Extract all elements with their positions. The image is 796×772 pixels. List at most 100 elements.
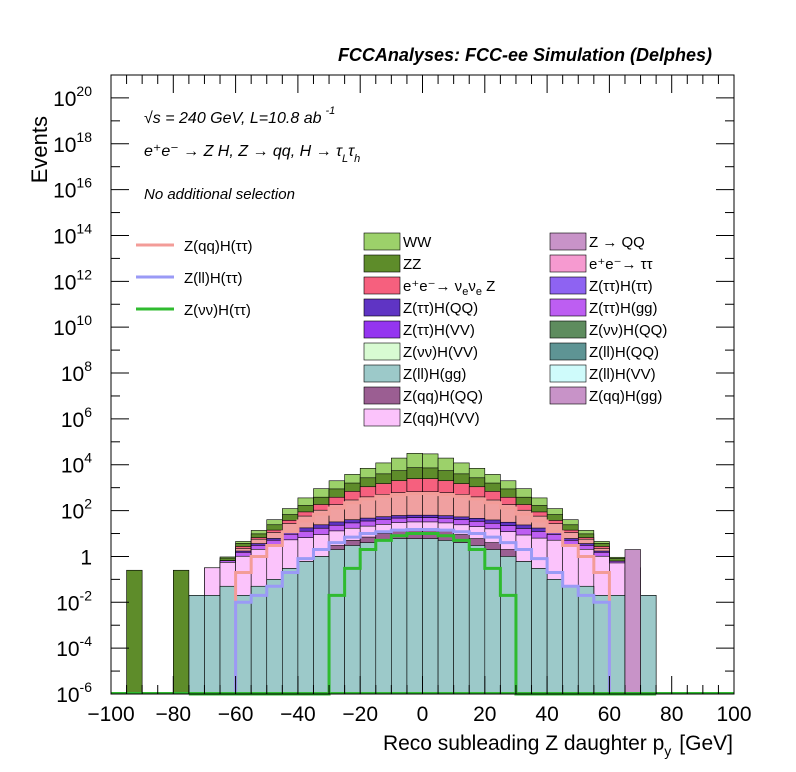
legend-swatch-e-e <box>363 276 401 295</box>
line-z-qq-h <box>188 491 657 696</box>
y-axis-title: Events <box>27 116 52 183</box>
legend-swatch-z-h-vv <box>363 320 401 339</box>
legend-box-label: Z(qq)H(VV) <box>403 410 480 427</box>
legend-swatch-z-ll-h-qq <box>549 342 587 361</box>
x-tick-label: −80 <box>155 703 191 726</box>
x-tick-label: 80 <box>660 703 683 726</box>
bar-z-ll-h-gg <box>422 538 439 695</box>
y-tick-label: 10-4 <box>56 633 92 661</box>
y-tick-label: 1020 <box>53 83 92 111</box>
legend-box-label: Z(ττ)H(VV) <box>403 322 475 339</box>
x-tick-label: 40 <box>535 703 558 726</box>
y-tick-label: 106 <box>61 404 92 432</box>
y-tick-label: 1014 <box>53 220 92 248</box>
bar-z-ll-h-gg <box>531 568 548 695</box>
legend-swatch-z-h-vv <box>363 342 401 361</box>
x-axis-title: Reco subleading Z daughter py [GeV] <box>383 732 733 759</box>
axis-ticks <box>110 74 735 695</box>
x-tick-labels: −100 −80 −60 −40 −20 0 20 40 60 80 100 <box>87 703 751 726</box>
legend-box-label: Z(ll)H(QQ) <box>589 344 659 361</box>
legend-swatch-e-e <box>549 254 587 273</box>
bar-z-qq-h-gg <box>624 549 641 695</box>
process-label: e⁺e⁻ → Z H, Z → qq, H → τLτh <box>144 143 360 165</box>
bar-z-ll-h-gg <box>406 538 423 695</box>
selection-label: No additional selection <box>144 186 295 203</box>
bar-z-ll-h-gg <box>391 538 408 695</box>
bar-z-ll-h-gg <box>266 579 283 695</box>
bar-z-ll-h-gg <box>328 549 345 695</box>
y-tick-label: 1018 <box>53 129 92 157</box>
bar-z-ll-h-gg <box>313 556 330 695</box>
bar-z-ll-h-gg <box>297 561 314 695</box>
y-tick-label: 10-6 <box>56 679 92 707</box>
legend-box-label: WW <box>403 234 432 251</box>
bar-z-ll-h-gg <box>375 540 392 695</box>
x-tick-label: −60 <box>218 703 254 726</box>
x-tick-label: −20 <box>342 703 378 726</box>
bar-z-ll-h-gg <box>235 595 252 695</box>
bar-z-ll-h-gg <box>562 585 579 695</box>
x-tick-label: −40 <box>280 703 316 726</box>
bar-z-ll-h-gg <box>640 595 657 695</box>
y-tick-label: 1010 <box>53 312 92 340</box>
legend-line-label: Z(qq)H(ττ) <box>184 238 253 255</box>
bar-z-ll-h-gg <box>188 595 205 695</box>
legend-box-label: e⁺e⁻→ ττ <box>589 256 653 273</box>
bar-z-ll-h-gg <box>484 549 501 695</box>
bar-z-ll-h-gg <box>468 545 486 695</box>
bar-zz <box>126 569 143 695</box>
legend-box-label: Z(ll)H(gg) <box>403 366 466 383</box>
x-tick-label: −100 <box>87 703 134 726</box>
bar-z-ll-h-gg <box>282 568 299 695</box>
legend-box-label: Z(ll)H(VV) <box>589 366 656 383</box>
bar-z-ll-h-gg <box>515 561 532 695</box>
legend-swatch-z-h-gg <box>549 298 587 317</box>
bar-z-ll-h-gg <box>593 595 610 695</box>
legend-box-label: Z(qq)H(gg) <box>589 388 662 405</box>
bar-z-ll-h-gg <box>453 542 470 695</box>
legend-swatch-z-ll-h-vv <box>549 364 587 383</box>
y-tick-label: 102 <box>61 496 92 524</box>
legend-box-label: ZZ <box>403 256 421 273</box>
bar-z-ll-h-gg <box>546 579 563 695</box>
legend-box-label: Z(ττ)H(ττ) <box>589 278 653 295</box>
bar-z-ll-h-gg <box>437 540 454 695</box>
x-tick-label: 0 <box>417 703 429 726</box>
outlier-bars <box>126 549 641 695</box>
legend-swatch-ww <box>363 232 401 251</box>
legend-box-label: Z(ττ)H(QQ) <box>403 300 478 317</box>
legend-box-label: Z(νν)H(VV) <box>403 344 478 361</box>
bar-z-ll-h-gg <box>219 585 236 695</box>
energy-label: √s = 240 GeV, L=10.8 ab -1 <box>144 105 335 127</box>
y-tick-label: 104 <box>61 450 92 478</box>
bar-z-ll-h-gg <box>250 585 268 695</box>
chart-title: FCCAnalyses: FCC-ee Simulation (Delphes) <box>338 45 712 65</box>
legend-line-label: Z(ll)H(ττ) <box>184 270 243 287</box>
legend-swatch-z-h-qq <box>549 320 587 339</box>
x-tick-label: 60 <box>598 703 621 726</box>
legend-swatch-zz <box>363 254 401 273</box>
bar-z-ll-h-gg <box>500 556 517 695</box>
bar-z-ll-h-gg <box>577 585 595 695</box>
line-z-ll-h <box>188 527 657 696</box>
legend-box-label: Z(νν)H(QQ) <box>589 322 667 339</box>
legend-box-label: Z(ττ)H(gg) <box>589 300 658 317</box>
legend-box-label: Z(qq)H(QQ) <box>403 388 483 405</box>
legend-swatch-z-h-qq <box>363 298 401 317</box>
y-tick-label: 1016 <box>53 175 92 203</box>
legend-swatch-z-qq-h-qq <box>363 386 401 405</box>
y-tick-label: 108 <box>61 358 92 386</box>
bar-z-ll-h-gg <box>359 542 377 695</box>
legend-swatch-z-ll-h-gg <box>363 364 401 383</box>
legend-line-label: Z(νν)H(ττ) <box>184 302 251 319</box>
y-tick-label: 1 <box>80 546 92 569</box>
x-tick-label: 100 <box>716 703 751 726</box>
y-tick-labels: 1020 1018 1016 1014 1012 1010 108 106 104 102 1 10-… <box>53 83 92 707</box>
legend-swatch-z-qq-h-vv <box>363 408 401 427</box>
bar-z-ll-h-gg <box>204 595 221 695</box>
legend-swatch-z-qq <box>549 232 587 251</box>
legend-box-label: Z → QQ <box>589 234 645 251</box>
legend-swatch-z-qq-h-gg <box>549 386 587 405</box>
bar-zz <box>173 569 190 695</box>
